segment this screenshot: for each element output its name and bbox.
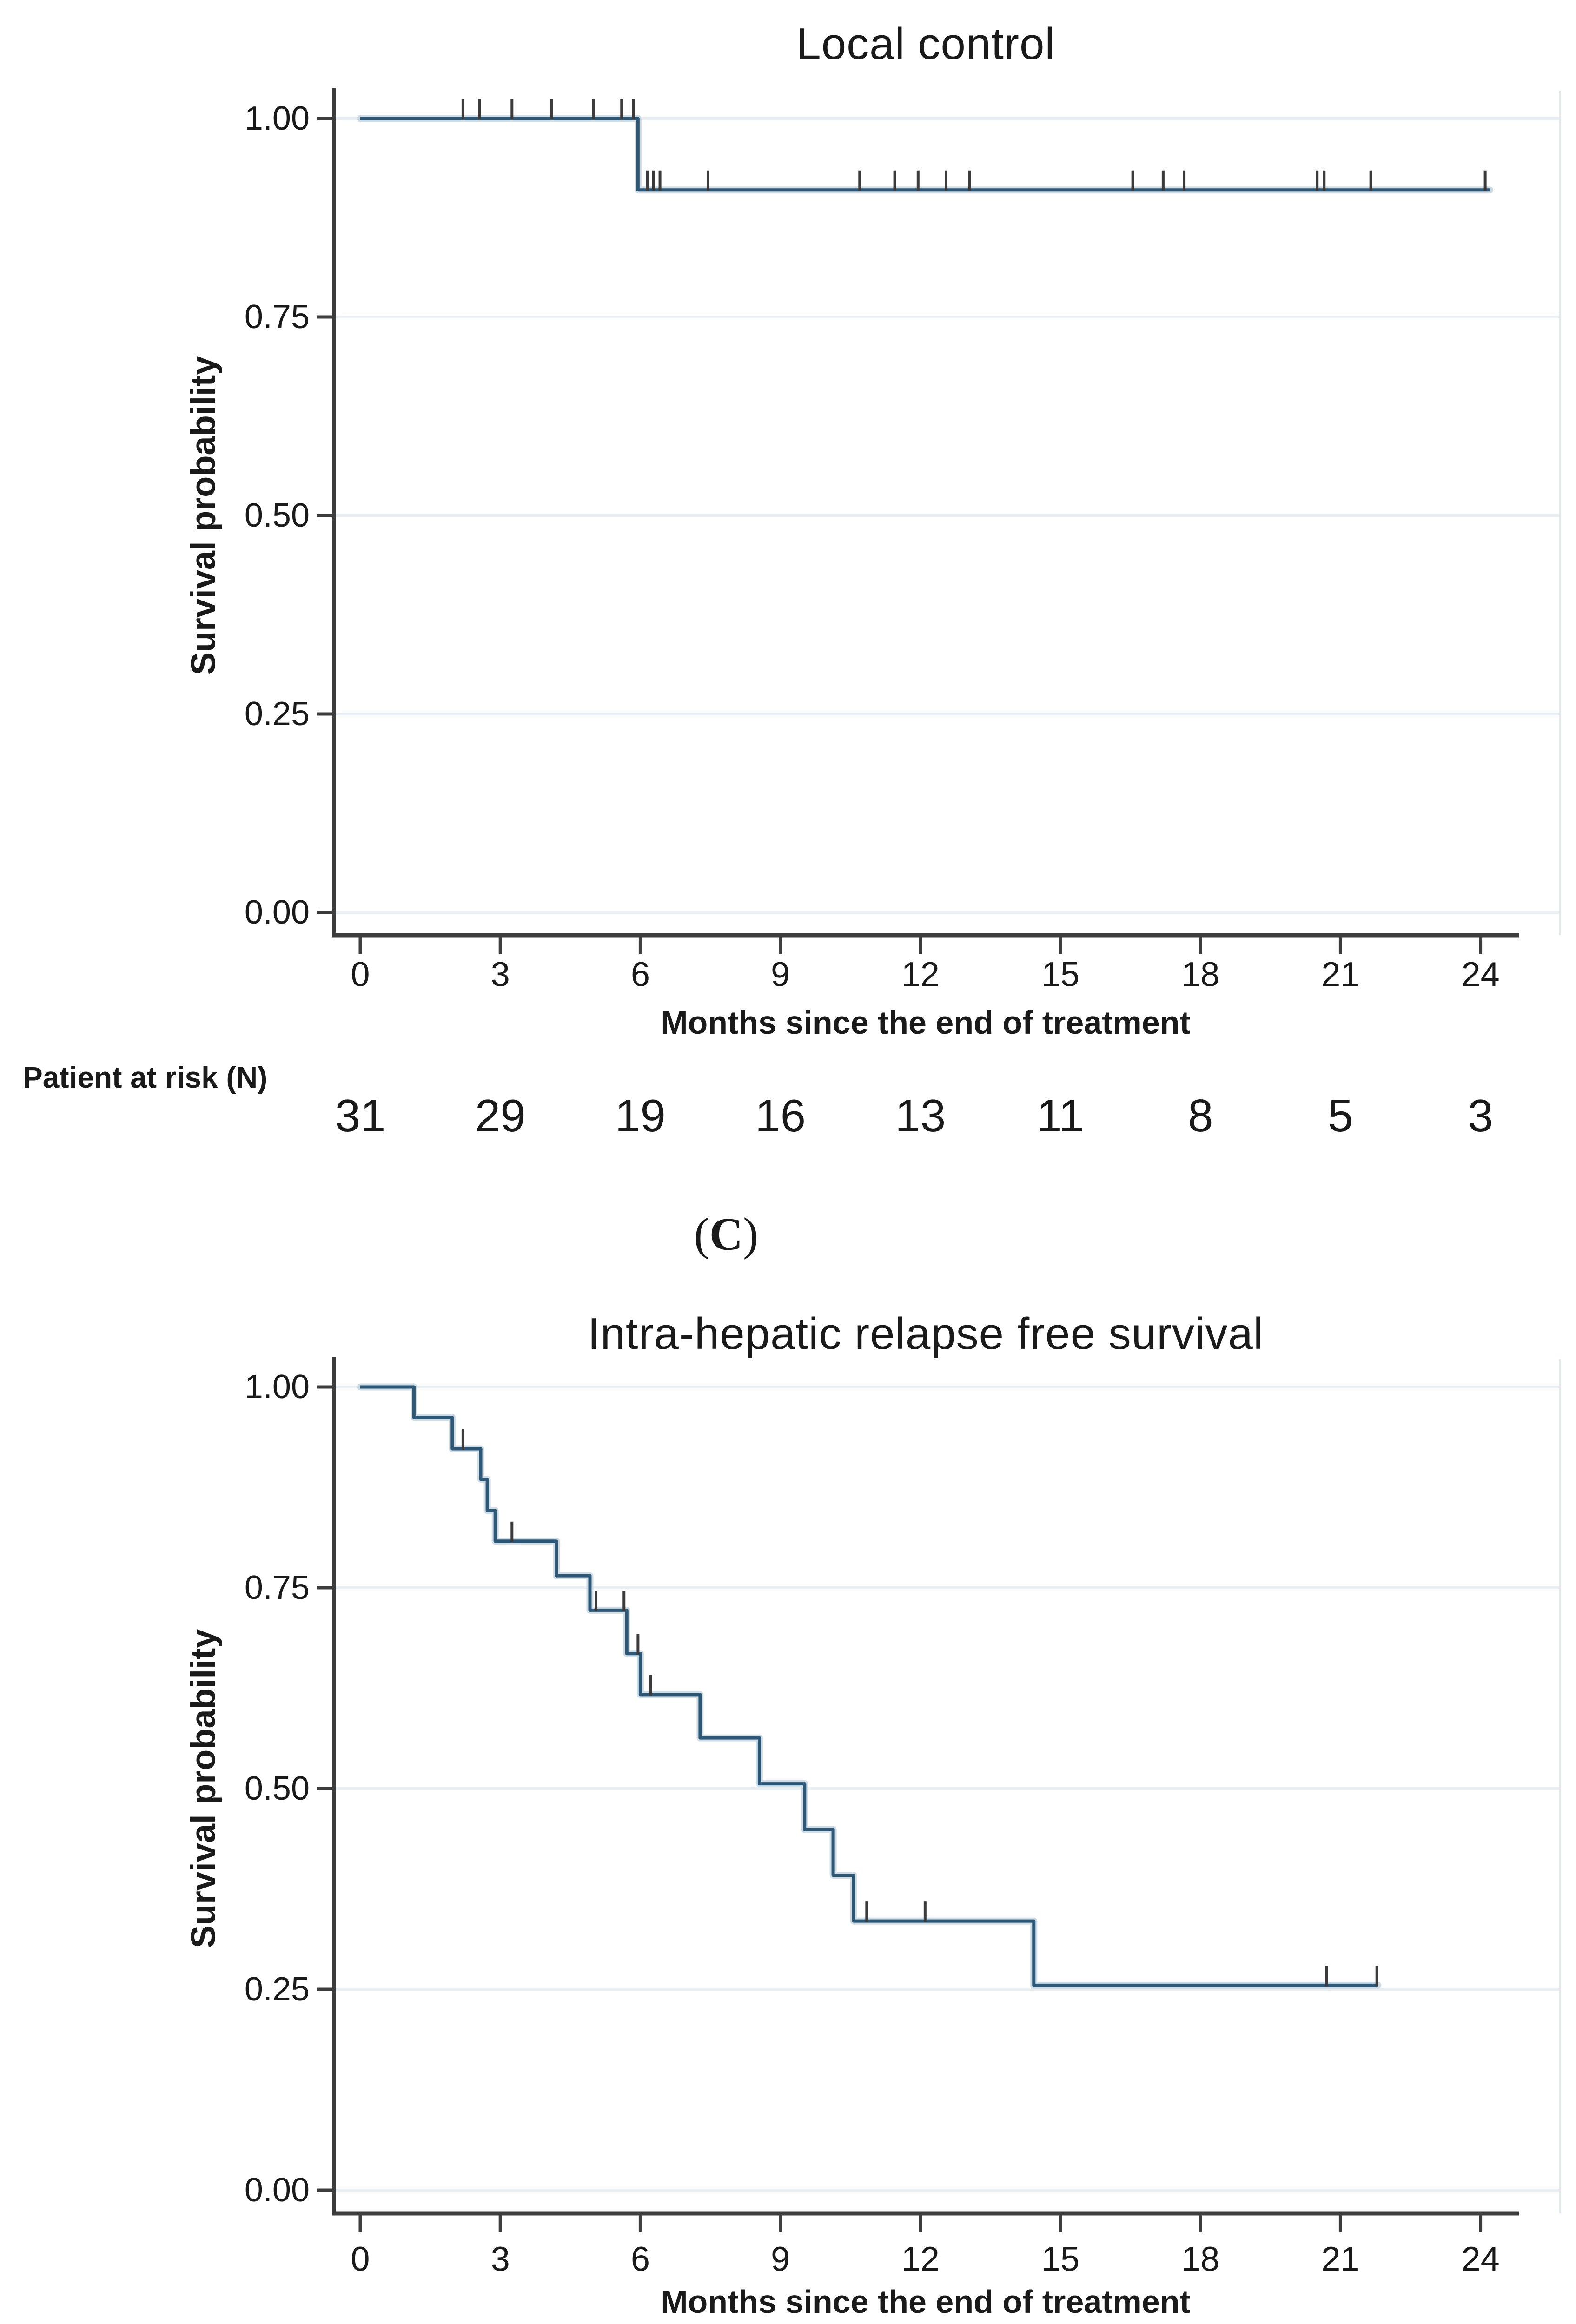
y-axis-title-c: Survival probability <box>184 356 223 675</box>
risk-table-label-c: Patient at risk (N) <box>23 1061 268 1094</box>
risk-count-c: 31 <box>335 1090 385 1141</box>
x-tick-label-d: 9 <box>771 2240 790 2278</box>
panel-label-c-close: ) <box>743 1208 759 1260</box>
risk-count-c: 8 <box>1188 1090 1213 1141</box>
x-tick-label-d: 0 <box>351 2240 370 2278</box>
risk-count-c: 11 <box>1037 1090 1084 1141</box>
y-tick-label-d: 0.00 <box>245 2172 310 2209</box>
x-tick-label-c: 3 <box>491 955 510 994</box>
y-tick-label-c: 0.25 <box>245 695 310 733</box>
y-tick-label-d: 0.25 <box>245 1971 310 2008</box>
risk-count-c: 13 <box>895 1090 946 1141</box>
risk-count-c: 5 <box>1328 1090 1353 1141</box>
y-tick-label-d: 0.75 <box>245 1569 310 1606</box>
panel-label-c-letter: C <box>709 1208 743 1260</box>
y-tick-label-c: 1.00 <box>245 100 310 137</box>
x-tick-label-d: 18 <box>1181 2240 1219 2278</box>
km-curve-halo-d <box>357 1383 1382 1989</box>
x-tick-label-d: 21 <box>1321 2240 1359 2278</box>
x-tick-label-c: 15 <box>1041 955 1079 994</box>
x-tick-label-c: 18 <box>1181 955 1219 994</box>
x-tick-label-c: 9 <box>771 955 790 994</box>
x-tick-label-c: 6 <box>631 955 650 994</box>
x-tick-label-d: 6 <box>631 2240 650 2278</box>
km-curve-halo-c <box>357 115 1494 194</box>
km-curve-d <box>360 1385 1378 1987</box>
y-tick-label-c: 0.50 <box>245 497 310 534</box>
x-tick-label-c: 0 <box>351 955 370 994</box>
risk-count-c: 3 <box>1468 1090 1493 1141</box>
x-tick-label-d: 12 <box>901 2240 940 2278</box>
x-tick-label-d: 15 <box>1041 2240 1079 2278</box>
risk-count-c: 16 <box>755 1090 806 1141</box>
y-tick-label-d: 0.50 <box>245 1770 310 1807</box>
y-tick-label-d: 1.00 <box>245 1368 310 1406</box>
panel-label-c-open: ( <box>694 1208 709 1260</box>
panel-label-c: (C) <box>694 1208 759 1261</box>
risk-count-c: 19 <box>615 1090 666 1141</box>
x-tick-label-c: 21 <box>1321 955 1359 994</box>
chart-title-local-control: Local control <box>796 19 1055 69</box>
chart-title-intrahepatic-rfs: Intra-hepatic relapse free survival <box>587 1309 1264 1359</box>
y-tick-label-c: 0.00 <box>245 894 310 931</box>
x-tick-label-d: 3 <box>491 2240 510 2278</box>
y-tick-label-c: 0.75 <box>245 298 310 336</box>
x-axis-title-c: Months since the end of treatment <box>661 1004 1191 1041</box>
risk-count-c: 29 <box>475 1090 526 1141</box>
x-tick-label-c: 24 <box>1461 955 1499 994</box>
x-axis-title-d: Months since the end of treatment <box>661 2284 1191 2320</box>
y-axis-title-d: Survival probability <box>184 1629 223 1948</box>
km-curve-c <box>360 117 1490 192</box>
x-tick-label-c: 12 <box>901 955 940 994</box>
x-tick-label-d: 24 <box>1461 2240 1499 2278</box>
